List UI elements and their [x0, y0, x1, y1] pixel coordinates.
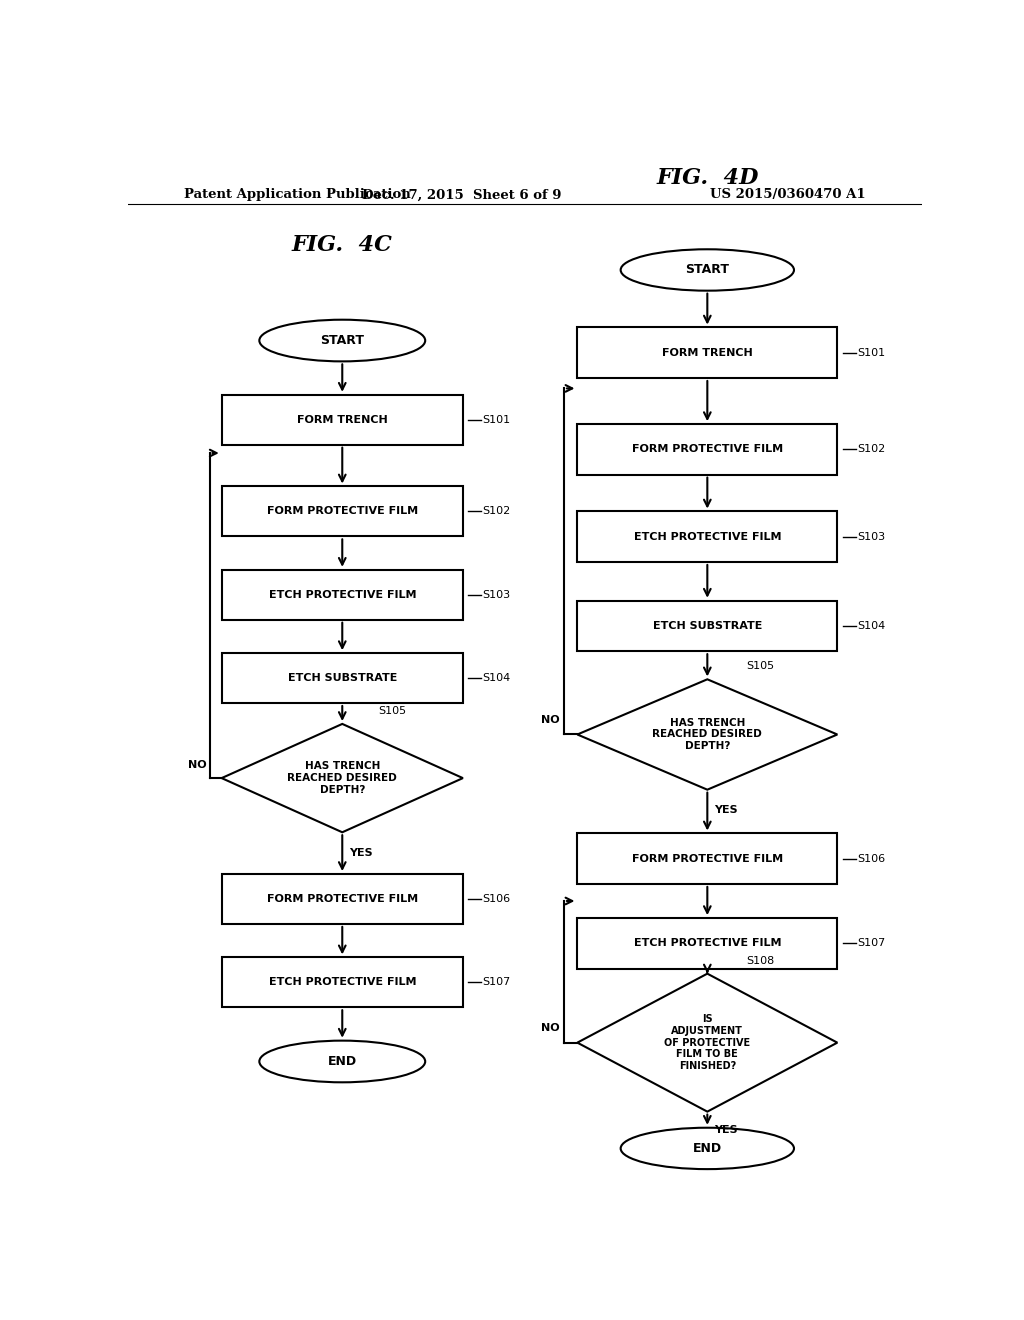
Text: S107: S107	[857, 939, 886, 948]
Text: FORM PROTECTIVE FILM: FORM PROTECTIVE FILM	[266, 507, 418, 516]
Text: END: END	[328, 1055, 356, 1068]
FancyBboxPatch shape	[221, 395, 463, 445]
Text: NO: NO	[188, 760, 207, 770]
Polygon shape	[578, 680, 838, 789]
Text: FIG.  4C: FIG. 4C	[292, 234, 393, 256]
Text: START: START	[321, 334, 365, 347]
Text: US 2015/0360470 A1: US 2015/0360470 A1	[711, 189, 866, 202]
Text: S102: S102	[857, 445, 886, 454]
Text: IS
ADJUSTMENT
OF PROTECTIVE
FILM TO BE
FINISHED?: IS ADJUSTMENT OF PROTECTIVE FILM TO BE F…	[665, 1015, 751, 1071]
Text: S105: S105	[379, 706, 407, 715]
Text: NO: NO	[542, 1023, 560, 1034]
FancyBboxPatch shape	[221, 486, 463, 536]
Polygon shape	[221, 723, 463, 833]
FancyBboxPatch shape	[221, 874, 463, 924]
Text: HAS TRENCH
REACHED DESIRED
DEPTH?: HAS TRENCH REACHED DESIRED DEPTH?	[652, 718, 762, 751]
Text: YES: YES	[348, 849, 373, 858]
Ellipse shape	[259, 319, 425, 362]
Text: S102: S102	[482, 507, 511, 516]
Text: S107: S107	[482, 977, 511, 987]
Text: S101: S101	[857, 347, 886, 358]
Text: S101: S101	[482, 414, 511, 425]
Text: ETCH PROTECTIVE FILM: ETCH PROTECTIVE FILM	[268, 977, 416, 987]
Text: S103: S103	[482, 590, 511, 599]
Text: FORM TRENCH: FORM TRENCH	[662, 347, 753, 358]
Text: FIG.  4D: FIG. 4D	[656, 168, 759, 189]
FancyBboxPatch shape	[578, 424, 838, 475]
FancyBboxPatch shape	[578, 511, 838, 562]
Ellipse shape	[621, 249, 794, 290]
Text: ETCH SUBSTRATE: ETCH SUBSTRATE	[652, 620, 762, 631]
Polygon shape	[578, 974, 838, 1111]
Text: Patent Application Publication: Patent Application Publication	[183, 189, 411, 202]
Text: Dec. 17, 2015  Sheet 6 of 9: Dec. 17, 2015 Sheet 6 of 9	[361, 189, 561, 202]
FancyBboxPatch shape	[221, 653, 463, 704]
FancyBboxPatch shape	[578, 601, 838, 651]
Text: FORM PROTECTIVE FILM: FORM PROTECTIVE FILM	[632, 854, 783, 863]
FancyBboxPatch shape	[578, 833, 838, 884]
Text: HAS TRENCH
REACHED DESIRED
DEPTH?: HAS TRENCH REACHED DESIRED DEPTH?	[288, 762, 397, 795]
Text: START: START	[685, 264, 729, 276]
Text: S108: S108	[746, 956, 774, 965]
Text: YES: YES	[714, 805, 737, 814]
Text: NO: NO	[542, 715, 560, 725]
FancyBboxPatch shape	[578, 917, 838, 969]
Text: FORM TRENCH: FORM TRENCH	[297, 414, 388, 425]
Text: ETCH SUBSTRATE: ETCH SUBSTRATE	[288, 673, 397, 682]
Text: ETCH PROTECTIVE FILM: ETCH PROTECTIVE FILM	[268, 590, 416, 599]
Text: ETCH PROTECTIVE FILM: ETCH PROTECTIVE FILM	[634, 532, 781, 541]
Ellipse shape	[621, 1127, 794, 1170]
Text: END: END	[693, 1142, 722, 1155]
FancyBboxPatch shape	[578, 327, 838, 378]
Text: FORM PROTECTIVE FILM: FORM PROTECTIVE FILM	[266, 894, 418, 904]
Text: S104: S104	[857, 620, 886, 631]
Text: S105: S105	[746, 661, 774, 671]
Text: S106: S106	[482, 894, 511, 904]
Text: S106: S106	[857, 854, 886, 863]
Ellipse shape	[259, 1040, 425, 1082]
Text: S104: S104	[482, 673, 511, 682]
Text: S103: S103	[857, 532, 886, 541]
Text: ETCH PROTECTIVE FILM: ETCH PROTECTIVE FILM	[634, 939, 781, 948]
Text: YES: YES	[714, 1125, 737, 1135]
Text: FORM PROTECTIVE FILM: FORM PROTECTIVE FILM	[632, 445, 783, 454]
FancyBboxPatch shape	[221, 957, 463, 1007]
FancyBboxPatch shape	[221, 570, 463, 620]
